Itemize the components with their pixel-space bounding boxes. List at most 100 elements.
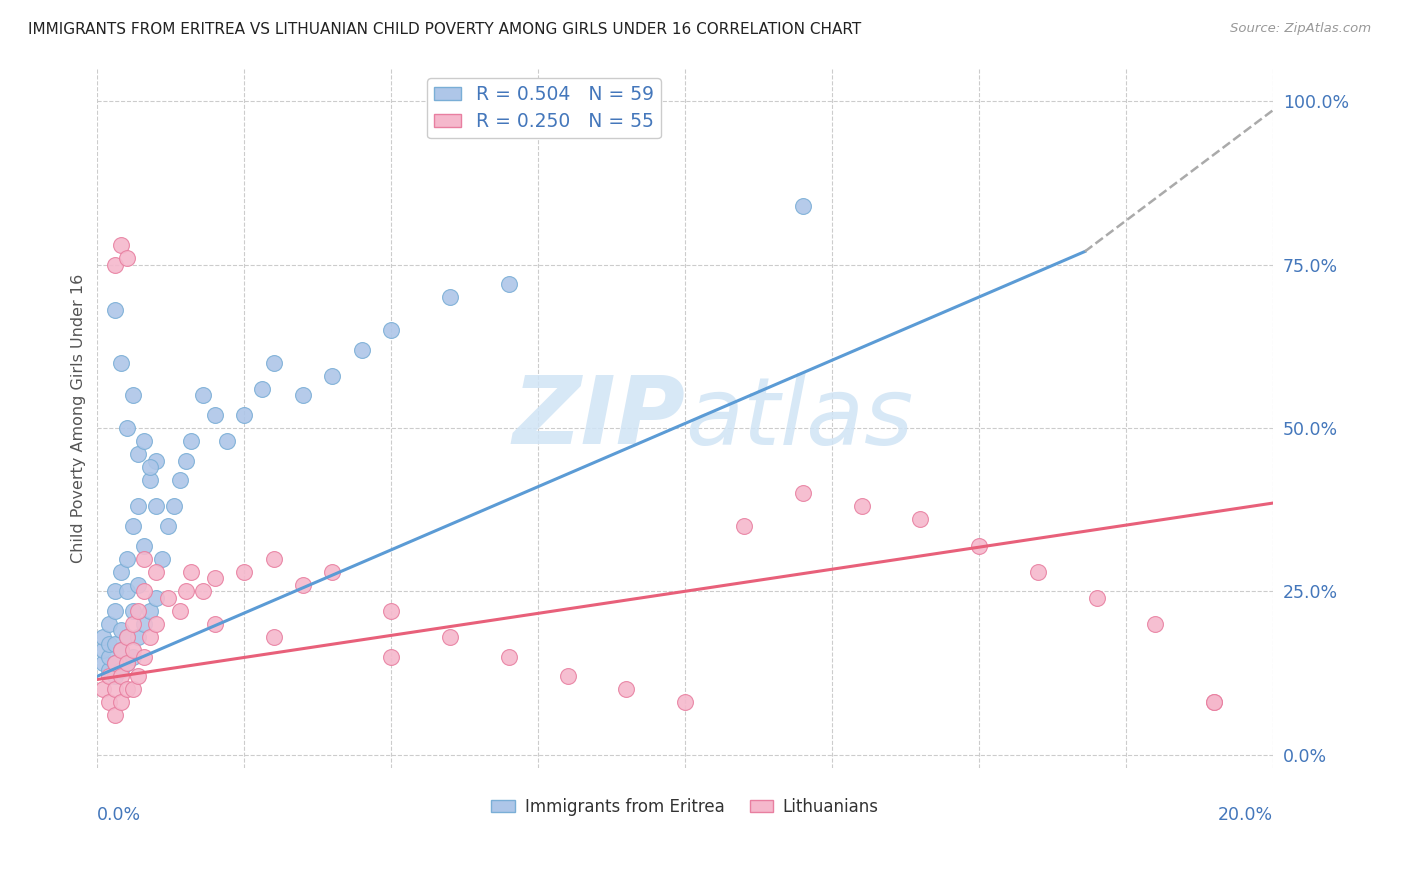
Point [174,453,197,467]
Point [104,656,127,670]
Point [557,669,579,683]
Point [1204,695,1226,709]
Point [204,616,226,631]
Point [180,434,202,448]
Point [233,408,256,422]
Point [128,447,150,461]
Point [110,643,132,657]
Point [792,486,814,500]
Point [616,682,638,697]
Point [233,565,256,579]
Text: 0.0%: 0.0% [97,806,142,824]
Text: atlas: atlas [685,373,914,464]
Point [292,578,315,592]
Point [380,649,402,664]
Text: Source: ZipAtlas.com: Source: ZipAtlas.com [1230,22,1371,36]
Point [110,643,132,657]
Point [110,238,132,252]
Point [110,695,132,709]
Point [380,604,402,618]
Point [150,551,173,566]
Point [98,663,121,677]
Point [1204,695,1226,709]
Point [104,303,127,318]
Point [98,649,121,664]
Point [104,636,127,650]
Point [180,565,202,579]
Point [115,630,138,644]
Point [215,434,238,448]
Text: ZIP: ZIP [512,372,685,464]
Point [104,682,127,697]
Point [139,630,162,644]
Point [104,258,127,272]
Point [134,616,156,631]
Point [145,565,167,579]
Point [156,591,179,605]
Point [292,388,315,402]
Point [498,277,520,292]
Point [169,604,191,618]
Point [110,624,132,638]
Point [145,500,167,514]
Point [792,199,814,213]
Point [134,649,156,664]
Legend: Immigrants from Eritrea, Lithuanians: Immigrants from Eritrea, Lithuanians [485,791,886,822]
Point [128,604,150,618]
Point [733,519,755,533]
Point [104,656,127,670]
Point [115,584,138,599]
Point [110,355,132,369]
Point [115,682,138,697]
Point [91,630,114,644]
Text: IMMIGRANTS FROM ERITREA VS LITHUANIAN CHILD POVERTY AMONG GIRLS UNDER 16 CORRELA: IMMIGRANTS FROM ERITREA VS LITHUANIAN CH… [28,22,862,37]
Point [263,355,285,369]
Point [174,584,197,599]
Point [104,669,127,683]
Point [91,643,114,657]
Point [191,584,214,599]
Point [263,551,285,566]
Point [115,630,138,644]
Point [128,500,150,514]
Text: 20.0%: 20.0% [1218,806,1272,824]
Point [169,473,191,487]
Point [134,584,156,599]
Point [134,434,156,448]
Point [134,539,156,553]
Point [98,616,121,631]
Point [91,682,114,697]
Point [121,519,143,533]
Point [380,323,402,337]
Point [139,460,162,475]
Point [1144,616,1167,631]
Point [121,604,143,618]
Point [439,290,461,304]
Point [321,368,343,383]
Point [498,649,520,664]
Point [115,656,138,670]
Point [98,695,121,709]
Point [439,630,461,644]
Point [673,695,696,709]
Point [115,551,138,566]
Point [145,616,167,631]
Point [121,616,143,631]
Point [321,565,343,579]
Y-axis label: Child Poverty Among Girls Under 16: Child Poverty Among Girls Under 16 [72,274,86,563]
Point [967,539,990,553]
Point [204,408,226,422]
Point [191,388,214,402]
Point [110,565,132,579]
Point [121,388,143,402]
Point [110,669,132,683]
Point [163,500,186,514]
Point [104,584,127,599]
Point [204,571,226,585]
Point [121,682,143,697]
Point [115,251,138,265]
Point [250,382,273,396]
Point [128,630,150,644]
Point [145,591,167,605]
Point [91,656,114,670]
